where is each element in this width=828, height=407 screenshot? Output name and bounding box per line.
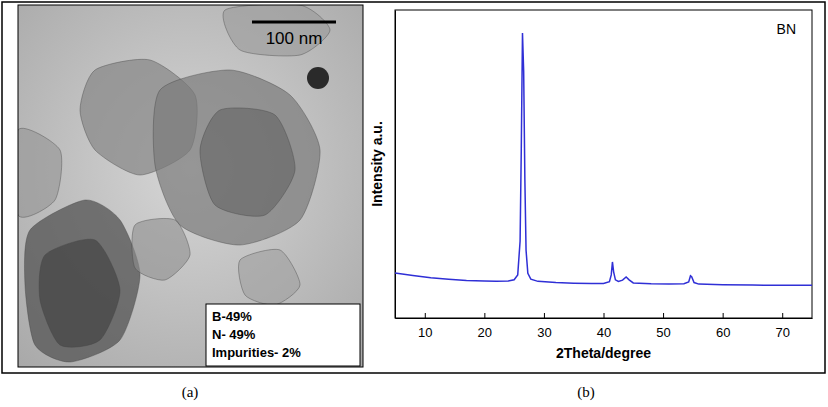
- x-axis-title: 2Theta/degree: [556, 345, 651, 361]
- particle: [200, 108, 295, 216]
- x-axis-line: [396, 318, 813, 319]
- plot-area: [395, 33, 812, 285]
- image-border: [18, 5, 363, 367]
- inset-box: [206, 304, 360, 366]
- composition-line: B-49%: [212, 309, 252, 324]
- micrograph-background: [18, 5, 363, 367]
- x-tick: 30: [537, 313, 551, 340]
- legend-label: BN: [777, 21, 796, 37]
- figure: 100 nm B-49% N- 49% Impurities- 2% (a) 10 20 30…: [0, 0, 828, 407]
- x-tick-mark: [484, 313, 485, 318]
- x-tick-mark: [544, 313, 545, 318]
- particle: [223, 5, 330, 56]
- panel-label: (b): [577, 384, 595, 401]
- x-tick: 70: [775, 313, 789, 340]
- composition-line: Impurities- 2%: [212, 345, 301, 360]
- x-tick: 60: [716, 313, 730, 340]
- x-tick-label: 20: [478, 325, 492, 340]
- xrd-line: [395, 33, 812, 285]
- x-tick-label: 10: [418, 325, 432, 340]
- x-tick: 50: [656, 313, 670, 340]
- x-tick-label: 70: [775, 325, 789, 340]
- chart: 10 20 30 40 50 60 70 BN 2Theta/degree Intensity a…: [369, 10, 813, 361]
- particle: [132, 218, 190, 280]
- particle: [24, 200, 140, 362]
- x-tick-label: 40: [597, 325, 611, 340]
- composition-inset: B-49% N- 49% Impurities- 2%: [206, 304, 360, 366]
- particle: [39, 239, 120, 347]
- x-tick: 20: [478, 313, 492, 340]
- x-tick-mark: [604, 313, 605, 318]
- particle: [238, 249, 300, 305]
- composition-line: N- 49%: [212, 327, 256, 342]
- figure-border: [2, 2, 825, 373]
- image-panel: 100 nm B-49% N- 49% Impurities- 2%: [15, 4, 363, 367]
- scale-bar-label: 100 nm: [266, 29, 323, 48]
- scale-bar: [252, 21, 336, 24]
- x-tick: 10: [418, 313, 432, 340]
- panel-label: (a): [182, 384, 199, 401]
- x-tick-label: 50: [656, 325, 670, 340]
- x-tick-mark: [425, 313, 426, 318]
- x-axis: 10 20 30 40 50 60 70: [396, 313, 813, 340]
- x-tick: 40: [597, 313, 611, 340]
- x-tick-mark: [782, 313, 783, 318]
- particle: [307, 67, 329, 89]
- x-tick-label: 30: [537, 325, 551, 340]
- x-tick-mark: [663, 313, 664, 318]
- micrograph: [18, 5, 363, 367]
- plot-frame: [395, 10, 812, 318]
- particle: [153, 70, 320, 245]
- y-axis-title: Intensity a.u.: [369, 121, 385, 207]
- x-tick-label: 60: [716, 325, 730, 340]
- particle: [18, 128, 62, 217]
- x-tick-mark: [723, 313, 724, 318]
